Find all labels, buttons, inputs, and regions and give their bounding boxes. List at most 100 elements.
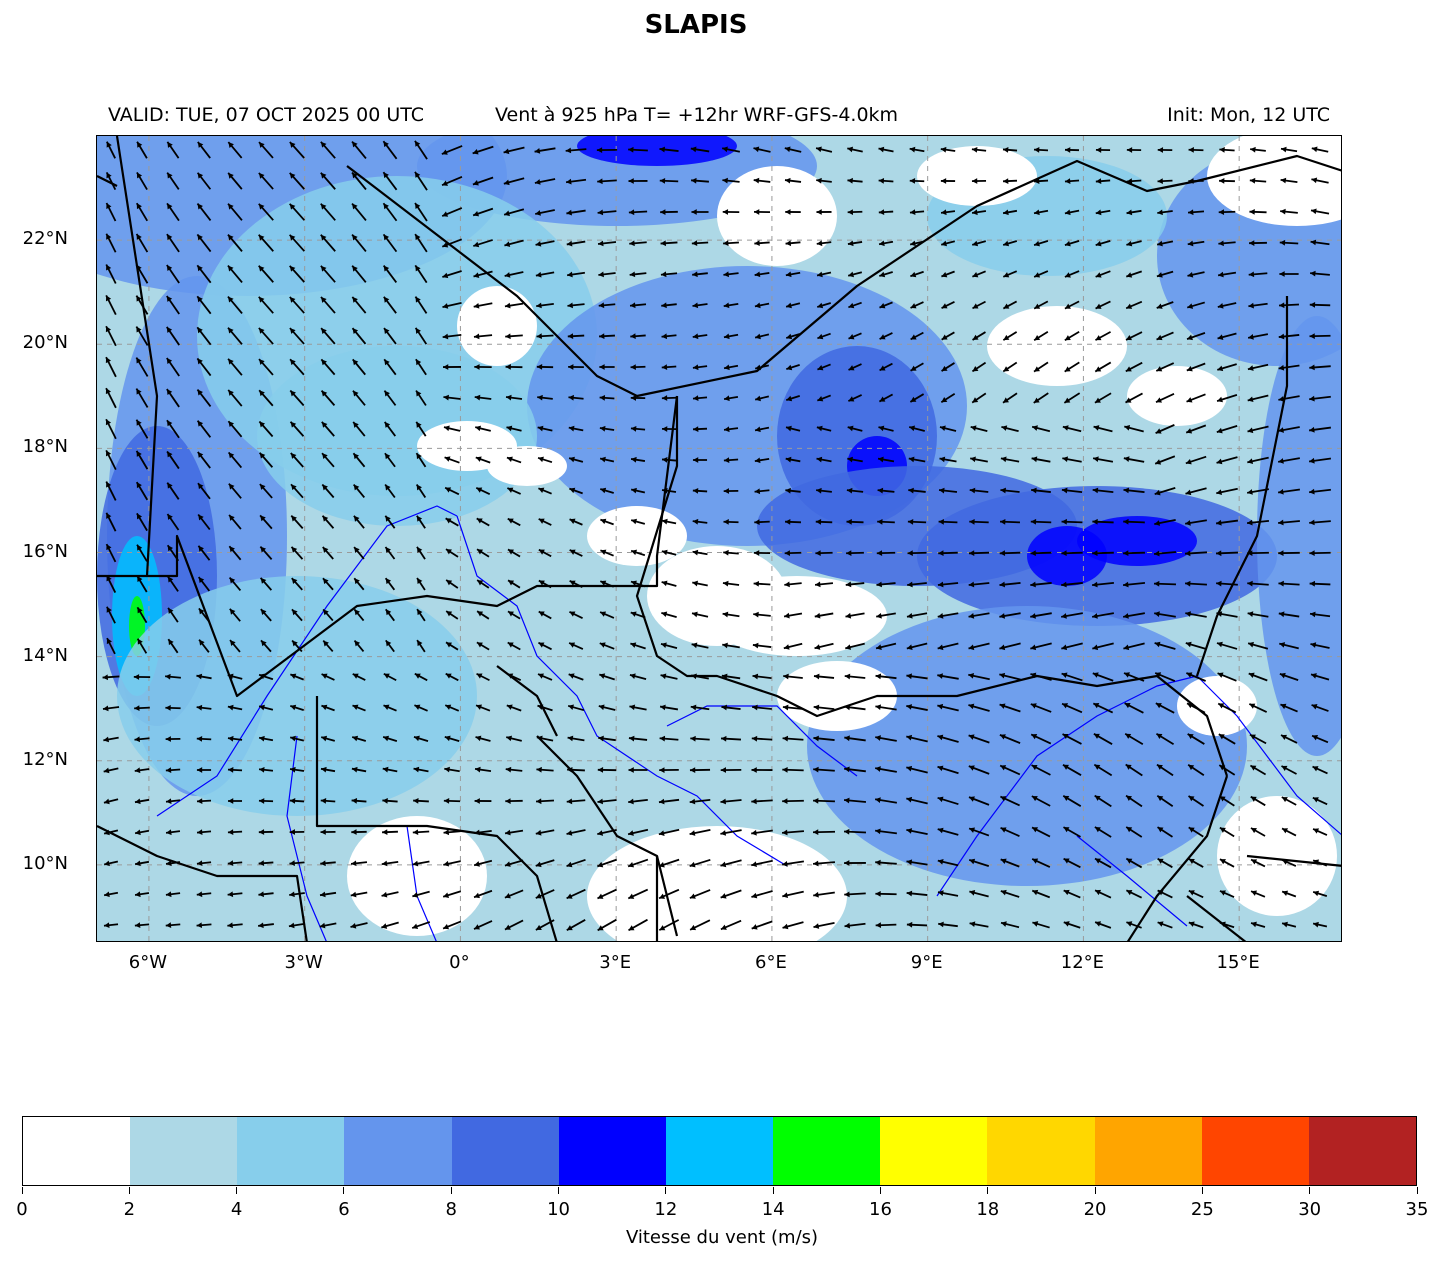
wind-arrow-head bbox=[1309, 364, 1315, 371]
wind-arrow-head bbox=[845, 612, 852, 619]
wind-arrow-head bbox=[535, 861, 542, 868]
wind-arrow-head bbox=[908, 487, 914, 494]
wind-arrow-head bbox=[1123, 672, 1130, 678]
wind-arrow-head bbox=[1216, 550, 1222, 557]
wind-arrow-head bbox=[566, 178, 572, 185]
wind-arrow-head bbox=[538, 487, 545, 493]
wind-arrow-head bbox=[631, 549, 638, 556]
wind-arrow-head bbox=[353, 515, 360, 522]
wind-arrow-head bbox=[1156, 334, 1163, 341]
wind-arrow-head bbox=[198, 483, 204, 490]
lat-tick-label: 16°N bbox=[22, 540, 68, 562]
wind-arrow-head bbox=[968, 613, 975, 619]
wind-arrow-head bbox=[1155, 428, 1162, 434]
wind-arrow-head bbox=[289, 203, 296, 210]
wind-arrow-head bbox=[1217, 396, 1223, 403]
wind-arrow-head bbox=[166, 357, 173, 364]
colorbar-segment bbox=[665, 1117, 774, 1185]
wind-arrow-head bbox=[259, 484, 266, 490]
colorbar-tick-label: 20 bbox=[1083, 1199, 1107, 1220]
figure-title: SLAPIS bbox=[644, 10, 748, 40]
wind-arrow-head bbox=[136, 513, 143, 520]
wind-arrow-head bbox=[168, 639, 174, 646]
wind-arrow-head bbox=[198, 514, 204, 521]
wind-arrow-head bbox=[597, 209, 604, 216]
wind-arrow-head bbox=[628, 925, 635, 931]
wind-arrow-head bbox=[1281, 734, 1287, 740]
wind-arrow-head bbox=[381, 891, 388, 898]
wind-arrow-head bbox=[939, 487, 945, 494]
wind-arrow-head bbox=[910, 334, 917, 340]
wind-arrow-head bbox=[999, 734, 1006, 740]
wind-arrow-head bbox=[999, 672, 1006, 679]
wind-arrow-head bbox=[628, 735, 635, 742]
wind-arrow-head bbox=[875, 797, 881, 803]
wind-arrow-head bbox=[568, 673, 575, 679]
wind-arrow-head bbox=[291, 609, 298, 616]
wind-arrow-head bbox=[782, 861, 788, 867]
wind-arrow-head bbox=[723, 302, 730, 309]
wind-arrow-head bbox=[353, 421, 359, 428]
wind-arrow-head bbox=[847, 209, 854, 215]
wind-arrow-head bbox=[1247, 519, 1253, 526]
wind-arrow-head bbox=[1251, 921, 1257, 928]
wind-arrow-head bbox=[474, 892, 480, 899]
wind-arrow-head bbox=[444, 766, 450, 773]
wind-arrow-head bbox=[320, 797, 327, 804]
wind-arrow-head bbox=[535, 241, 542, 247]
wind-arrow-head bbox=[722, 177, 728, 184]
wind-arrow-head bbox=[720, 830, 727, 836]
wind-arrow-head bbox=[1125, 764, 1132, 770]
country-border bbox=[496, 665, 558, 737]
wind-arrow-head bbox=[751, 861, 758, 868]
wind-arrow-head bbox=[472, 180, 479, 186]
wind-arrow-head bbox=[1032, 425, 1038, 431]
wind-arrow-head bbox=[813, 735, 819, 742]
wind-arrow-head bbox=[196, 704, 203, 711]
wind-arrow-head bbox=[1157, 921, 1164, 927]
wind-arrow-head bbox=[1281, 765, 1288, 772]
wind-arrow-head bbox=[941, 365, 948, 372]
wind-arrow-head bbox=[1278, 611, 1285, 618]
wind-arrow-head bbox=[566, 861, 573, 868]
wind-arrow-head bbox=[630, 642, 637, 648]
wind-arrow-head bbox=[350, 923, 357, 929]
wind-arrow-head bbox=[1249, 734, 1256, 740]
wind-arrow-head bbox=[413, 766, 420, 773]
wind-arrow-head bbox=[291, 484, 297, 491]
wind-arrow-head bbox=[1219, 890, 1226, 896]
wind-arrow-head bbox=[352, 203, 358, 210]
wind-arrow-head bbox=[104, 829, 110, 836]
wind-arrow-head bbox=[1154, 580, 1160, 587]
wind-arrow-head bbox=[167, 513, 173, 520]
wind-arrow-head bbox=[1313, 890, 1320, 897]
wind-arrow-head bbox=[506, 735, 513, 742]
wind-arrow-head bbox=[690, 146, 697, 153]
wind-arrow-head bbox=[259, 421, 266, 428]
wind-arrow-head bbox=[784, 581, 790, 588]
wind-arrow-head bbox=[568, 394, 574, 401]
wind-arrow-head bbox=[385, 484, 391, 491]
wind-arrow-head bbox=[782, 704, 789, 711]
wind-arrow-head bbox=[1094, 795, 1101, 801]
wind-arrow-head bbox=[754, 519, 760, 525]
wind-arrow-head bbox=[1188, 921, 1195, 927]
wind-arrow-head bbox=[1062, 456, 1069, 463]
wind-arrow-head bbox=[1154, 641, 1161, 648]
wind-arrow-head bbox=[724, 426, 730, 433]
wind-arrow-head bbox=[600, 549, 607, 555]
wind-arrow-head bbox=[1278, 427, 1284, 433]
wind-arrow-head bbox=[999, 703, 1006, 709]
wind-arrow-head bbox=[322, 578, 329, 585]
valid-time-label: VALID: TUE, 07 OCT 2025 00 UTC bbox=[108, 104, 424, 126]
wind-arrow-head bbox=[968, 765, 975, 771]
wind-arrow-head bbox=[166, 265, 173, 271]
wind-arrow-head bbox=[1030, 518, 1037, 525]
wind-arrow-head bbox=[782, 829, 788, 836]
wind-arrow-head bbox=[814, 612, 821, 619]
wind-arrow-head bbox=[476, 642, 483, 648]
wind-arrow-head bbox=[1125, 366, 1132, 372]
wind-arrow-head bbox=[662, 456, 668, 463]
wind-arrow-head bbox=[474, 861, 480, 867]
wind-arrow-head bbox=[1310, 270, 1316, 277]
